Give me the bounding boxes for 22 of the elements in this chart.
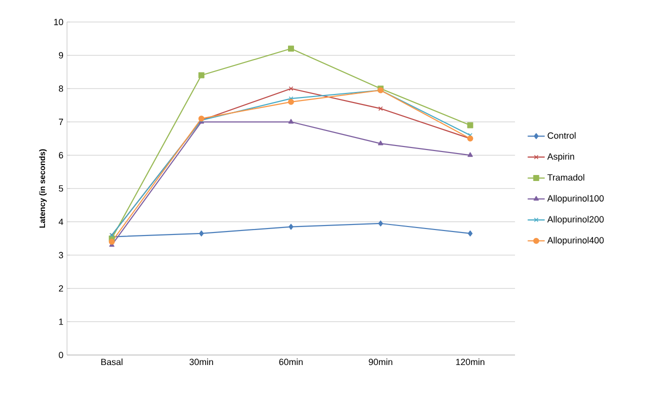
x-tick-label: 120min <box>456 358 484 366</box>
y-tick-label: 9 <box>58 52 64 58</box>
y-tick-label: 5 <box>58 185 64 192</box>
y-tick-label: 0 <box>58 352 64 358</box>
legend-label: Allopurinol200 <box>547 216 604 224</box>
x-tick-label: Basal <box>101 358 122 366</box>
legend-label: Aspirin <box>547 153 574 162</box>
x-tick-label: 60min <box>279 358 303 366</box>
y-tick-label: 8 <box>58 85 64 92</box>
y-tick-label: 3 <box>58 252 64 258</box>
y-tick-label: 2 <box>58 285 64 292</box>
x-tick-label: 30min <box>190 358 214 366</box>
legend-label: Tramadol <box>547 174 584 181</box>
legend-label: Control <box>548 132 576 139</box>
y-tick-label: 4 <box>58 218 64 225</box>
y-tick-label: 7 <box>58 118 64 125</box>
y-tick-label: 10 <box>54 18 64 26</box>
y-tick-label: 6 <box>58 152 64 158</box>
legend-label: Allopurinol400 <box>547 236 604 246</box>
y-tick-label: 1 <box>59 318 64 325</box>
legend-label: Allopurinol100 <box>547 194 604 204</box>
x-tick-label: 90min <box>368 358 392 366</box>
